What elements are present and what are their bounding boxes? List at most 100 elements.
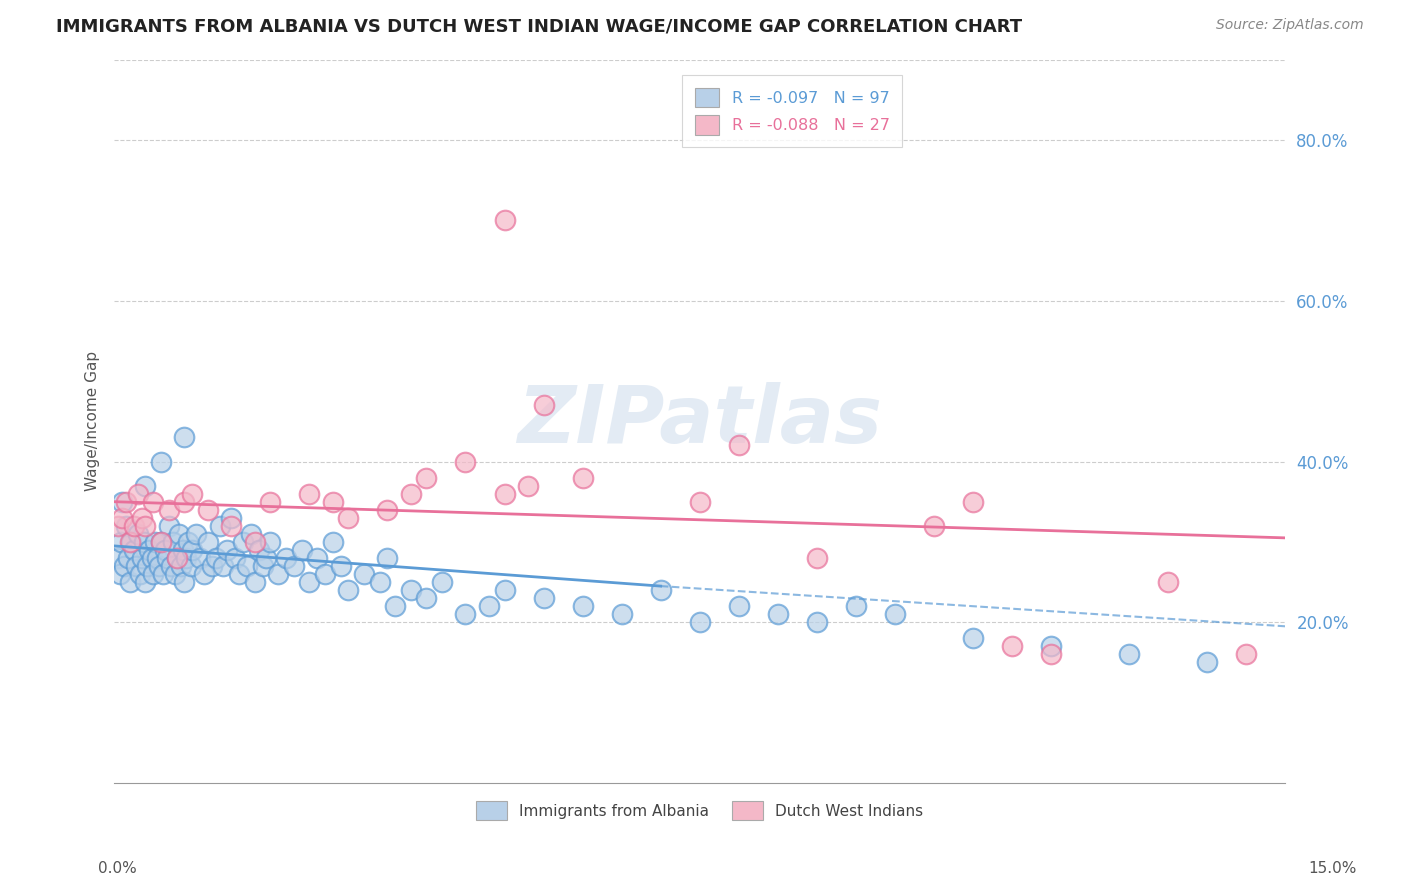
Point	[129, 567, 152, 582]
Point	[766, 607, 789, 622]
Point	[131, 510, 153, 524]
Point	[494, 486, 516, 500]
Point	[115, 518, 138, 533]
Point	[117, 551, 139, 566]
Point	[1157, 575, 1180, 590]
Point	[172, 543, 194, 558]
Point	[283, 559, 305, 574]
Point	[134, 575, 156, 590]
Point	[201, 559, 224, 574]
Point	[1040, 640, 1063, 654]
Point	[221, 510, 243, 524]
Text: 0.0%: 0.0%	[98, 861, 138, 876]
Point	[290, 543, 312, 558]
Point	[845, 599, 868, 614]
Point	[166, 551, 188, 566]
Point	[157, 518, 180, 533]
Point	[174, 551, 197, 566]
Point	[247, 543, 270, 558]
Point	[962, 632, 984, 646]
Point	[181, 543, 204, 558]
Point	[368, 575, 391, 590]
Point	[236, 559, 259, 574]
Point	[610, 607, 633, 622]
Point	[112, 559, 135, 574]
Point	[337, 510, 360, 524]
Point	[329, 559, 352, 574]
Point	[571, 470, 593, 484]
Point	[142, 567, 165, 582]
Point	[454, 607, 477, 622]
Point	[1118, 648, 1140, 662]
Point	[162, 535, 184, 549]
Point	[152, 567, 174, 582]
Point	[571, 599, 593, 614]
Point	[1001, 640, 1024, 654]
Point	[197, 535, 219, 549]
Point	[118, 575, 141, 590]
Point	[156, 551, 179, 566]
Point	[1197, 656, 1219, 670]
Point	[208, 518, 231, 533]
Point	[138, 543, 160, 558]
Point	[430, 575, 453, 590]
Point	[399, 486, 422, 500]
Point	[384, 599, 406, 614]
Point	[180, 559, 202, 574]
Point	[228, 567, 250, 582]
Point	[494, 583, 516, 598]
Point	[494, 213, 516, 227]
Point	[727, 438, 749, 452]
Point	[727, 599, 749, 614]
Point	[1040, 648, 1063, 662]
Point	[134, 478, 156, 492]
Point	[204, 551, 226, 566]
Point	[212, 559, 235, 574]
Point	[150, 454, 173, 468]
Point	[173, 494, 195, 508]
Point	[217, 543, 239, 558]
Point	[337, 583, 360, 598]
Point	[224, 551, 246, 566]
Point	[146, 551, 169, 566]
Point	[1234, 648, 1257, 662]
Point	[107, 551, 129, 566]
Point	[169, 559, 191, 574]
Point	[111, 494, 134, 508]
Point	[127, 486, 149, 500]
Point	[243, 575, 266, 590]
Text: ZIPatlas: ZIPatlas	[517, 383, 882, 460]
Point	[259, 494, 281, 508]
Point	[377, 551, 399, 566]
Point	[173, 575, 195, 590]
Point	[298, 486, 321, 500]
Point	[689, 615, 711, 630]
Point	[267, 567, 290, 582]
Point	[136, 559, 159, 574]
Point	[111, 510, 134, 524]
Point	[399, 583, 422, 598]
Point	[150, 535, 173, 549]
Point	[120, 535, 142, 549]
Point	[131, 551, 153, 566]
Text: Source: ZipAtlas.com: Source: ZipAtlas.com	[1216, 18, 1364, 32]
Point	[322, 535, 344, 549]
Point	[232, 535, 254, 549]
Point	[239, 526, 262, 541]
Point	[922, 518, 945, 533]
Point	[118, 535, 141, 549]
Point	[322, 494, 344, 508]
Point	[115, 494, 138, 508]
Y-axis label: Wage/Income Gap: Wage/Income Gap	[86, 351, 100, 491]
Point	[166, 551, 188, 566]
Point	[298, 575, 321, 590]
Point	[478, 599, 501, 614]
Point	[173, 430, 195, 444]
Point	[377, 502, 399, 516]
Point	[806, 615, 828, 630]
Point	[157, 502, 180, 516]
Point	[193, 567, 215, 582]
Point	[254, 551, 277, 566]
Point	[122, 518, 145, 533]
Point	[689, 494, 711, 508]
